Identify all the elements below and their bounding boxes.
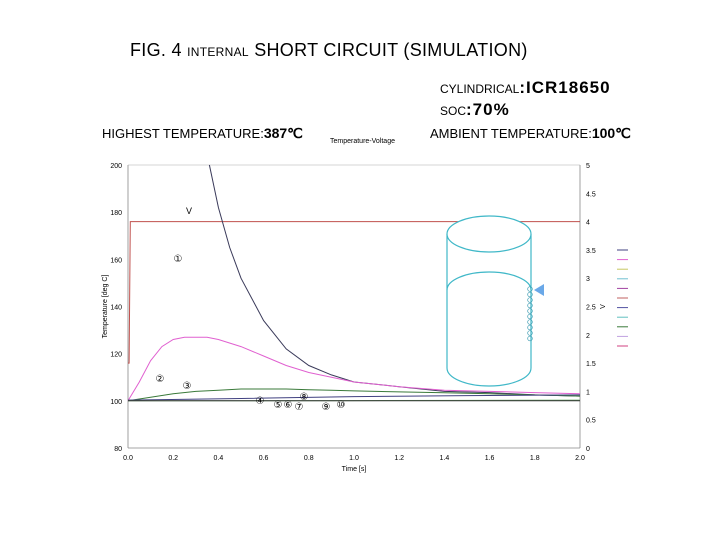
y2-tick-label: 2.5 xyxy=(586,305,596,312)
curve-marker-label: ④ xyxy=(256,396,265,407)
series-line xyxy=(127,336,581,402)
y-tick-label: 120 xyxy=(110,352,122,359)
y2-axis-title: V xyxy=(600,304,607,309)
ambient-temperature: AMBIENT TEMPERATURE:100℃ xyxy=(430,125,631,142)
x-tick-label: 0.8 xyxy=(304,455,314,462)
chart-title: Temperature-Voltage xyxy=(330,138,395,145)
y2-tick-label: 3 xyxy=(586,276,590,283)
figure-title-rest: SHORT CIRCUIT (SIMULATION) xyxy=(254,40,528,60)
x-tick-label: 0.2 xyxy=(168,455,178,462)
y-tick-label: 100 xyxy=(110,399,122,406)
curve-marker-label: ⑥ xyxy=(284,400,293,411)
x-axis-title: Time [s] xyxy=(342,466,367,473)
figure-title: FIG. 4 INTERNAL SHORT CIRCUIT (SIMULATIO… xyxy=(130,40,528,61)
cylinder-point-marker xyxy=(527,308,533,314)
x-tick-label: 0.0 xyxy=(123,455,133,462)
y-tick-label: 200 xyxy=(110,163,122,170)
x-tick-label: 1.2 xyxy=(394,455,404,462)
y-axis-title: Temperature [deg C] xyxy=(102,275,109,339)
cylinder-point-marker xyxy=(527,330,533,336)
y-tick-label: 160 xyxy=(110,257,122,264)
x-tick-label: 1.8 xyxy=(530,455,540,462)
x-tick-label: 2.0 xyxy=(575,455,585,462)
curve-marker-label: ⑦ xyxy=(295,402,304,413)
cylinder-illustration xyxy=(446,215,544,387)
x-tick-label: 0.4 xyxy=(214,455,224,462)
soc-spec: SOC:70% xyxy=(440,100,510,120)
x-tick-label: 1.0 xyxy=(349,455,359,462)
ambient-temp-label: AMBIENT TEMPERATURE: xyxy=(430,126,592,141)
cylinder-point-marker xyxy=(527,324,533,331)
series-line xyxy=(128,221,580,364)
cylinder-point-marker xyxy=(527,335,533,342)
series-line xyxy=(208,164,581,397)
x-tick-label: 1.4 xyxy=(440,455,450,462)
highest-temperature: HIGHEST TEMPERATURE:387℃ xyxy=(102,125,303,142)
annotations: V ① ② ③ ④ ⑤ ⑥ ⑦⑧ ⑨ ⑩ xyxy=(156,206,346,413)
legend xyxy=(617,249,628,347)
curve-marker-label: ① xyxy=(174,254,183,265)
cylinder-point-marker xyxy=(527,302,533,309)
y-tick-label: 80 xyxy=(114,446,122,453)
x-tick-label: 0.6 xyxy=(259,455,269,462)
ambient-temp-value: 100℃ xyxy=(591,125,631,141)
curve-marker-label: ⑧ xyxy=(300,392,309,403)
y2-tick-label: 0.5 xyxy=(586,418,596,425)
series-layer xyxy=(127,164,581,402)
curve-marker-label: ⑩ xyxy=(337,400,346,411)
y2-tick-label: 4 xyxy=(586,220,590,227)
highest-temp-value: 387℃ xyxy=(263,125,303,141)
y2-tick-label: 4.5 xyxy=(586,191,596,198)
curve-marker-label: ② xyxy=(156,374,165,385)
soc-value: :70% xyxy=(466,100,510,119)
cylinder-point-marker xyxy=(527,297,533,303)
y2-tick-label: 0 xyxy=(586,446,590,453)
y-tick-label: 140 xyxy=(110,305,122,312)
highest-temp-label: HIGHEST TEMPERATURE: xyxy=(102,126,264,141)
y2-tick-label: 3.5 xyxy=(586,248,596,255)
cylinder-point-marker xyxy=(527,313,533,320)
cylinder-point-marker xyxy=(527,319,533,325)
voltage-label: V xyxy=(186,206,192,216)
cylindrical-value: :ICR18650 xyxy=(519,78,611,97)
y2-tick-label: 1.5 xyxy=(586,361,596,368)
curve-marker-label: ⑤ xyxy=(274,400,283,411)
curve-marker-label: ③ xyxy=(183,381,192,392)
cylinder-point-marker xyxy=(527,286,533,292)
chart-axes: 0.0 0.2 0.4 0.6 0.8 1.0 1.2 1.4 1.6 1.8 2.08010012… xyxy=(102,163,607,473)
y2-tick-label: 5 xyxy=(586,163,590,170)
series-line xyxy=(127,394,581,401)
cylindrical-label: CYLINDRICAL xyxy=(440,82,520,96)
figure-title-small: INTERNAL xyxy=(187,45,249,59)
arrow-marker-icon xyxy=(534,284,544,296)
y2-tick-label: 2 xyxy=(586,333,590,340)
x-tick-label: 1.6 xyxy=(485,455,495,462)
curve-marker-label: ⑨ xyxy=(322,402,331,413)
cylinder-point-marker xyxy=(527,291,533,298)
y2-tick-label: 1 xyxy=(586,389,590,396)
series-line xyxy=(127,388,581,402)
soc-label: SOC xyxy=(440,104,467,118)
cylindrical-spec: CYLINDRICAL:ICR18650 xyxy=(440,78,611,98)
figure-title-prefix: FIG. 4 xyxy=(130,40,182,60)
y-tick-label: 180 xyxy=(110,210,122,217)
